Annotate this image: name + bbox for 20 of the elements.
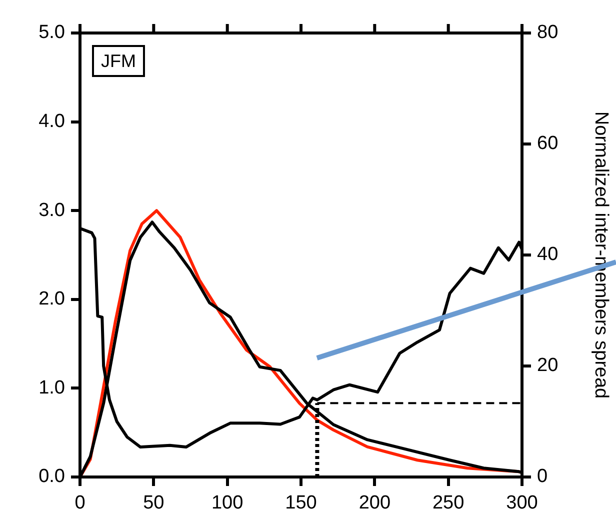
x-tick-label: 0 <box>74 492 86 514</box>
x-tick-label: 100 <box>211 492 244 514</box>
y-tick-label: 1.0 <box>38 377 65 398</box>
y-tick-label: 0.0 <box>38 466 65 488</box>
y2-tick-label: 0 <box>537 466 548 488</box>
y2-tick-label: 40 <box>537 244 558 266</box>
annotation: JFM <box>101 50 136 71</box>
y2-tick-label: 60 <box>537 133 558 154</box>
y2-axis-title: Normalized inter-members spread <box>590 111 612 399</box>
y2-tick-label: 80 <box>537 22 558 44</box>
x-tick-label: 150 <box>285 492 317 514</box>
y2-tick-label: 20 <box>537 355 558 376</box>
x-tick-label: 50 <box>143 492 164 514</box>
y-tick-label: 2.0 <box>38 288 65 310</box>
y-tick-label: 5.0 <box>38 22 65 44</box>
y-tick-label: 4.0 <box>38 111 65 132</box>
x-tick-label: 300 <box>506 492 538 514</box>
y-tick-label: 3.0 <box>38 200 65 221</box>
x-tick-label: 250 <box>432 492 464 514</box>
x-tick-label: 200 <box>358 492 391 514</box>
